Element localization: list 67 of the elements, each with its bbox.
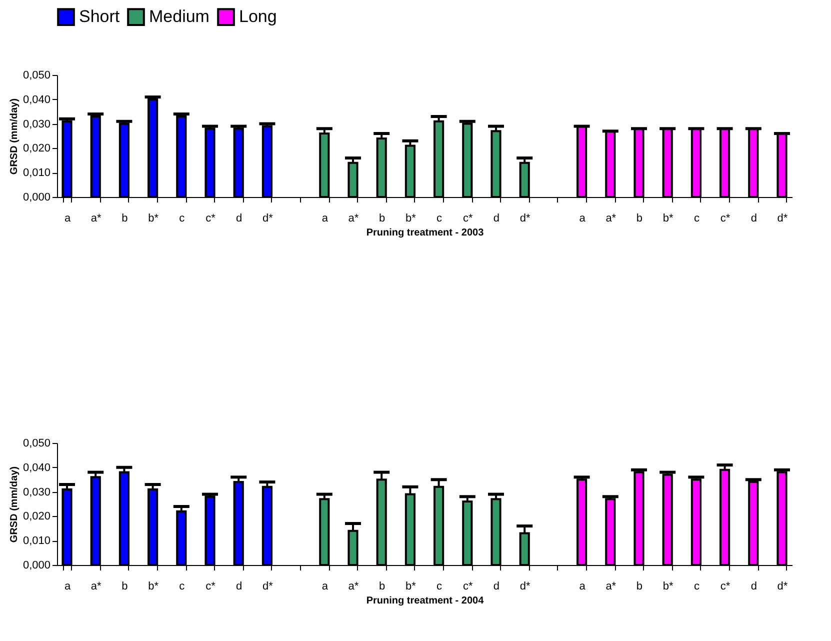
y-tick-label: 0,010 [22, 535, 50, 548]
x-tick-label: c [436, 212, 443, 224]
x-tick-label: d* [262, 212, 274, 224]
y-tick-label: 0,030 [22, 118, 50, 130]
x-tick-label: b [122, 580, 128, 592]
legend-label: Long [239, 7, 277, 26]
x-tick-label: a* [606, 580, 617, 592]
x-tick-label: a* [90, 580, 102, 592]
legend-label: Medium [149, 7, 210, 26]
x-axis-title: Pruning treatment - 2003 [366, 228, 484, 238]
x-tick-label: b [379, 580, 386, 592]
x-tick-label: c [179, 212, 186, 224]
x-tick-label: c* [463, 212, 474, 224]
y-axis-title: GRSD (mm/day) [8, 466, 20, 543]
x-tick-label: d* [520, 580, 532, 592]
x-tick-label: a [64, 212, 72, 224]
x-tick-label: b* [148, 580, 160, 592]
x-tick-label: c [179, 580, 186, 592]
x-tick-label: b* [662, 212, 674, 224]
x-tick-label: c [694, 212, 700, 224]
x-tick-label: c [694, 580, 700, 592]
x-tick-label: d [493, 212, 500, 224]
x-tick-label: c* [206, 212, 216, 224]
x-tick-label: a [64, 580, 72, 592]
x-tick-label: d* [777, 580, 788, 592]
x-tick-label: d* [520, 212, 532, 224]
x-tick-label: b [636, 212, 643, 224]
y-tick-label: 0,010 [22, 167, 50, 180]
x-tick-label: a [322, 212, 329, 224]
x-tick-label: d [236, 580, 242, 592]
x-tick-label: b [636, 580, 643, 592]
y-tick-label: 0,020 [22, 510, 50, 523]
x-tick-label: a [322, 580, 329, 592]
y-tick-label: 0,040 [22, 94, 50, 106]
x-tick-label: c* [720, 212, 731, 224]
y-tick-label: 0,000 [22, 560, 50, 572]
x-tick-label: a [579, 580, 586, 592]
x-tick-label: d [750, 580, 757, 592]
x-tick-label: d [750, 212, 757, 224]
x-tick-label: d* [777, 212, 788, 224]
x-tick-label: c* [463, 580, 474, 592]
x-tick-label: b [379, 212, 386, 224]
y-tick-label: 0,040 [22, 462, 50, 474]
x-tick-label: c* [206, 580, 216, 592]
legend-label: Short [79, 7, 120, 26]
x-tick-label: b* [405, 580, 417, 592]
x-tick-label: d [493, 580, 500, 592]
y-tick-label: 0,000 [22, 192, 50, 204]
x-tick-label: b* [662, 580, 674, 592]
x-tick-label: c* [720, 580, 731, 592]
x-tick-label: b* [405, 212, 417, 224]
x-axis-title: Pruning treatment - 2004 [366, 596, 484, 606]
x-tick-label: a* [90, 212, 102, 224]
x-tick-label: a* [606, 212, 617, 224]
x-tick-label: d [236, 212, 242, 224]
y-tick-label: 0,030 [22, 486, 50, 498]
x-tick-label: b [122, 212, 128, 224]
y-tick-label: 0,050 [22, 438, 50, 450]
x-tick-label: b* [148, 212, 160, 224]
x-tick-label: c [436, 580, 443, 592]
x-tick-label: a* [348, 212, 360, 224]
y-tick-label: 0,050 [22, 70, 50, 82]
y-tick-label: 0,020 [22, 142, 50, 155]
x-tick-label: a [579, 212, 586, 224]
y-axis-title: GRSD (mm/day) [8, 98, 20, 175]
x-tick-label: d* [262, 580, 274, 592]
x-tick-label: a* [348, 580, 360, 592]
